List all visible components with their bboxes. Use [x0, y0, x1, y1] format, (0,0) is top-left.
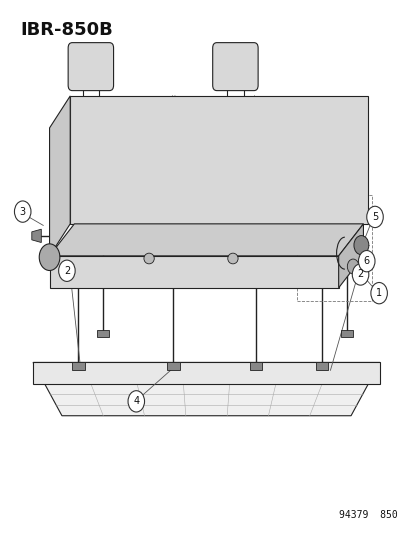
Polygon shape	[50, 224, 363, 256]
Circle shape	[370, 282, 387, 304]
Bar	[297, 195, 371, 301]
Circle shape	[39, 244, 60, 270]
Circle shape	[353, 236, 368, 255]
Polygon shape	[33, 362, 379, 384]
Polygon shape	[33, 362, 379, 416]
Circle shape	[351, 264, 368, 285]
Text: 4: 4	[133, 397, 139, 406]
Polygon shape	[70, 96, 367, 224]
Text: 2: 2	[64, 266, 70, 276]
Text: 3: 3	[19, 207, 26, 216]
Polygon shape	[32, 229, 41, 243]
Text: 5: 5	[371, 212, 377, 222]
Text: 1: 1	[375, 288, 381, 298]
Polygon shape	[315, 362, 328, 370]
Text: 94379  850: 94379 850	[338, 510, 396, 520]
Circle shape	[59, 260, 75, 281]
FancyBboxPatch shape	[212, 43, 257, 91]
Polygon shape	[97, 330, 109, 337]
Circle shape	[14, 201, 31, 222]
Polygon shape	[50, 96, 70, 256]
Ellipse shape	[227, 253, 237, 264]
Polygon shape	[249, 362, 261, 370]
FancyBboxPatch shape	[68, 43, 113, 91]
Text: 2: 2	[356, 270, 363, 279]
Circle shape	[128, 391, 144, 412]
Text: 6: 6	[363, 256, 369, 266]
Circle shape	[366, 206, 382, 228]
Polygon shape	[340, 330, 352, 337]
Text: IBR-850B: IBR-850B	[21, 21, 113, 39]
Polygon shape	[50, 256, 338, 288]
Circle shape	[358, 251, 374, 272]
Circle shape	[347, 259, 358, 274]
Polygon shape	[338, 224, 363, 288]
Polygon shape	[72, 362, 85, 370]
Polygon shape	[167, 362, 179, 370]
Ellipse shape	[144, 253, 154, 264]
